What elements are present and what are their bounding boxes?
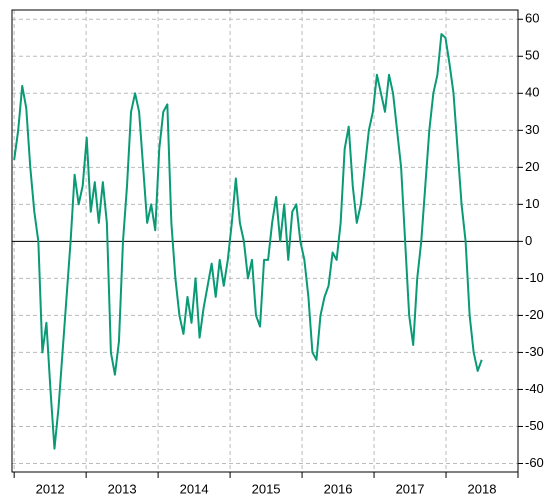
plot-frame	[11, 9, 519, 473]
y-tick-label: 50	[525, 48, 539, 63]
x-tick-label: 2014	[180, 481, 209, 495]
y-tick-label: -20	[525, 307, 544, 322]
y-tick-label: 40	[525, 85, 539, 100]
data-line	[13, 33, 483, 450]
x-tick-label: 2017	[396, 481, 425, 495]
y-tick-label: 0	[525, 233, 532, 248]
y-tick-label: -50	[525, 418, 544, 433]
y-tick-label: 10	[525, 196, 539, 211]
y-tick-label: 30	[525, 122, 539, 137]
y-tick-label: 60	[525, 11, 539, 26]
x-tick-label: 2012	[36, 481, 65, 495]
x-tick-label: 2013	[108, 481, 137, 495]
x-tick-label: 2016	[324, 481, 353, 495]
x-tick-label: 2015	[252, 481, 281, 495]
y-tick-label: -30	[525, 344, 544, 359]
y-tick-label: -60	[525, 455, 544, 470]
x-tick-label: 2018	[468, 481, 497, 495]
y-tick-label: 20	[525, 159, 539, 174]
y-tick-label: -40	[525, 381, 544, 396]
y-tick-label: -10	[525, 270, 544, 285]
